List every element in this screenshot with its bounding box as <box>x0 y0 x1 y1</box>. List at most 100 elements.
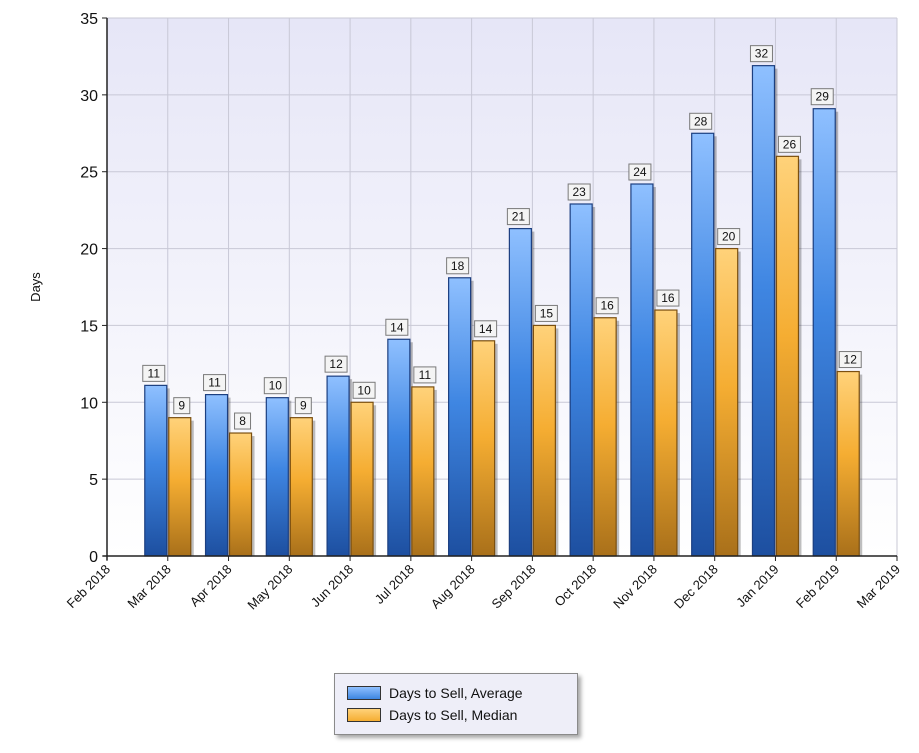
data-label-box <box>717 228 741 246</box>
data-label-box <box>142 364 166 382</box>
bar-median <box>532 324 556 557</box>
data-label: 11 <box>148 366 161 380</box>
data-label: 28 <box>694 114 708 128</box>
bar-average <box>265 397 289 557</box>
bar-average <box>569 203 593 557</box>
data-label: 12 <box>844 353 858 367</box>
grid-lines <box>107 17 898 556</box>
data-label: 29 <box>816 90 830 104</box>
bar-median <box>593 317 617 557</box>
data-label: 21 <box>512 210 526 224</box>
data-label: 9 <box>300 399 307 413</box>
legend-item-average: Days to Sell, Average <box>347 682 577 704</box>
legend-swatch-median <box>347 708 381 722</box>
x-tick-label: Dec 2018 <box>671 562 721 612</box>
x-tick-label: Feb 2018 <box>64 562 113 611</box>
bar-average <box>387 338 411 557</box>
data-label-box <box>385 318 409 336</box>
data-label: 12 <box>329 357 343 371</box>
data-labels: 11 9 11 8 10 9 12 10 14 11 18 14 21 15 23 16 24 16 28 20 32 2… <box>142 45 862 430</box>
chart-legend: Days to Sell, Average Days to Sell, Medi… <box>334 673 578 735</box>
data-label-box <box>324 355 348 373</box>
x-tick-label: May 2018 <box>244 562 295 613</box>
bar-average <box>144 384 168 557</box>
x-tick-label: Jan 2019 <box>733 562 781 610</box>
data-label-box <box>474 320 498 338</box>
bar-median <box>472 340 496 557</box>
bar-median <box>715 247 739 557</box>
data-label-box <box>506 208 530 226</box>
data-label: 10 <box>269 379 283 393</box>
legend-swatch-average <box>347 686 381 700</box>
bar-median <box>228 432 253 557</box>
data-label: 23 <box>572 185 586 199</box>
x-tick-label: Jun 2018 <box>308 562 356 610</box>
bar-average <box>691 132 715 557</box>
data-label-box <box>173 397 191 415</box>
bar-median <box>289 417 313 557</box>
bar-median <box>836 370 860 557</box>
data-label-box <box>534 304 558 322</box>
y-tick-label: 15 <box>80 318 98 335</box>
legend-label-average: Days to Sell, Average <box>389 685 523 701</box>
y-tick-label: 30 <box>80 88 98 105</box>
x-tick-label: Nov 2018 <box>610 562 660 612</box>
data-label: 9 <box>178 399 185 413</box>
data-label-box <box>656 289 680 307</box>
y-tick-label: 20 <box>80 242 98 259</box>
bar-average <box>812 108 836 557</box>
x-tick-label: Apr 2018 <box>187 562 235 610</box>
legend-label-median: Days to Sell, Median <box>389 707 518 723</box>
bar-average <box>448 277 472 557</box>
bar-median <box>775 155 800 557</box>
x-tick-label: Aug 2018 <box>428 562 478 612</box>
data-label-box <box>352 381 376 399</box>
data-label: 20 <box>722 230 736 244</box>
data-label: 16 <box>661 291 675 305</box>
data-label: 32 <box>755 47 769 61</box>
data-label-box <box>749 45 773 63</box>
data-label-box <box>595 297 619 315</box>
x-tick-label: Jul 2018 <box>372 562 417 607</box>
data-label-box <box>263 377 287 395</box>
data-label: 10 <box>357 383 371 397</box>
data-label: 16 <box>600 299 614 313</box>
y-axis-label: Days <box>28 272 43 302</box>
legend-item-median: Days to Sell, Median <box>347 704 577 726</box>
data-label-box <box>203 374 227 392</box>
bar-median <box>350 401 374 557</box>
x-tick-label: Feb 2019 <box>793 562 842 611</box>
y-tick-label: 5 <box>89 472 98 489</box>
data-label-box <box>567 183 591 201</box>
data-label-box <box>838 351 862 369</box>
y-tick-label: 35 <box>80 11 98 28</box>
data-label: 15 <box>540 306 554 320</box>
data-label-box <box>446 257 470 275</box>
bar-median <box>168 417 192 557</box>
y-tick-label: 25 <box>80 165 98 182</box>
data-label-box <box>628 163 652 181</box>
data-label: 18 <box>451 259 465 273</box>
data-label-box <box>294 397 312 415</box>
data-label-box <box>777 135 801 153</box>
bar-average <box>326 375 350 557</box>
data-label: 11 <box>419 368 432 382</box>
y-tick-label: 0 <box>89 549 98 566</box>
bar-average <box>204 394 229 557</box>
data-label: 24 <box>633 165 647 179</box>
data-label-box <box>413 366 437 384</box>
bar-average <box>751 65 776 557</box>
data-label: 8 <box>239 414 246 428</box>
data-label: 11 <box>208 376 221 390</box>
data-label: 14 <box>390 320 404 334</box>
data-label-box <box>689 112 713 130</box>
x-tick-label: Oct 2018 <box>551 562 599 610</box>
x-tick-label: Mar 2018 <box>124 562 173 611</box>
data-label: 26 <box>783 137 797 151</box>
bars <box>144 65 863 557</box>
bar-average <box>630 183 654 557</box>
bar-median <box>654 309 678 557</box>
x-tick-label: Mar 2019 <box>854 562 903 611</box>
